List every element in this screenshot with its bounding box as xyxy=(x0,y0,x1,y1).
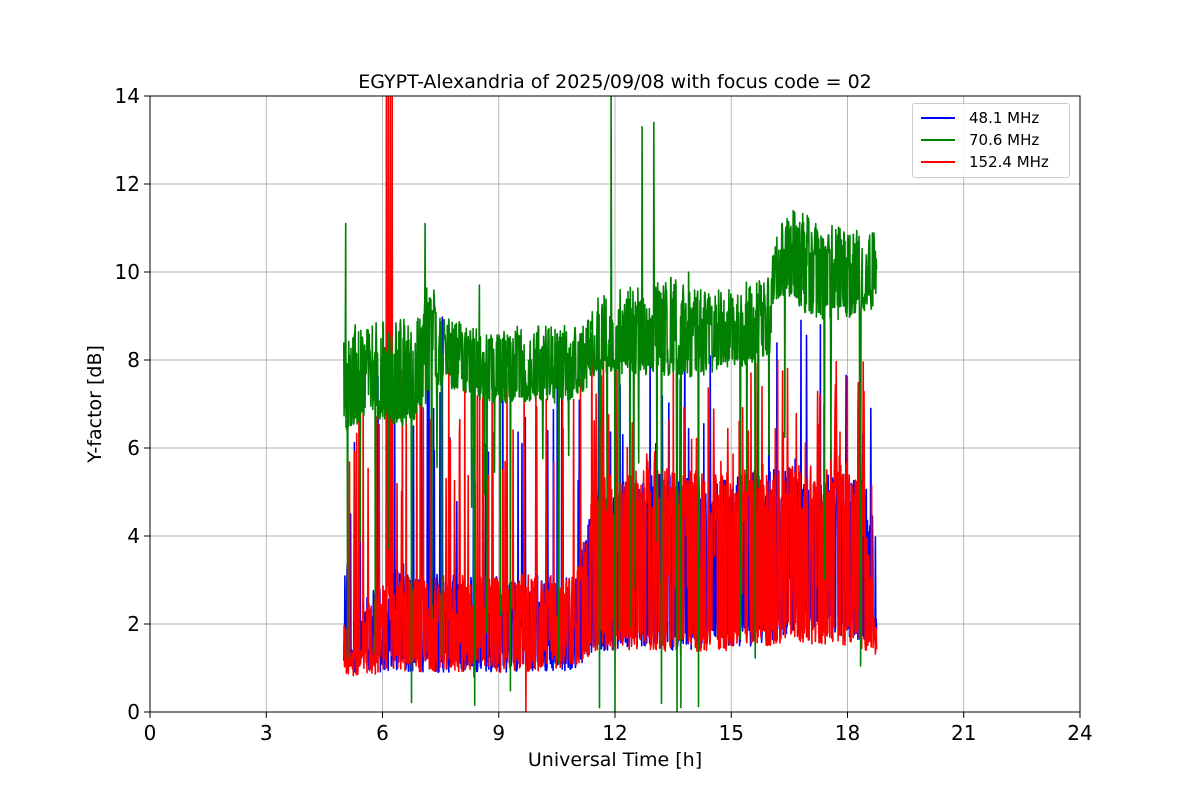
y-tick-label: 10 xyxy=(115,260,140,284)
legend-swatch-green xyxy=(921,139,955,141)
y-axis: 0 2 4 6 8 10 12 14 xyxy=(115,84,150,724)
series-line xyxy=(343,96,878,712)
y-axis-label: Y-factor [dB] xyxy=(84,345,106,464)
y-tick-label: 12 xyxy=(115,172,140,196)
legend-label: 48.1 MHz xyxy=(969,109,1040,127)
legend-item-48-1-mhz: 48.1 MHz xyxy=(921,107,1061,129)
y-tick-label: 2 xyxy=(127,612,140,636)
legend: 48.1 MHz 70.6 MHz 152.4 MHz xyxy=(912,103,1070,178)
x-axis: 0 3 6 9 12 15 18 21 24 xyxy=(144,712,1093,745)
y-tick-label: 8 xyxy=(127,348,140,372)
series-layer xyxy=(343,96,878,712)
legend-swatch-red xyxy=(921,161,955,163)
y-tick-label: 6 xyxy=(127,436,140,460)
x-tick-label: 0 xyxy=(144,721,157,745)
legend-item-70-6-mhz: 70.6 MHz xyxy=(921,129,1061,151)
series-line xyxy=(343,96,878,712)
x-tick-label: 3 xyxy=(260,721,273,745)
chart-title: EGYPT-Alexandria of 2025/09/08 with focu… xyxy=(358,71,872,93)
x-tick-label: 6 xyxy=(376,721,389,745)
x-tick-label: 12 xyxy=(602,721,627,745)
series-152-4-mhz xyxy=(343,96,878,712)
x-tick-label: 21 xyxy=(951,721,976,745)
legend-label: 152.4 MHz xyxy=(969,153,1049,171)
y-tick-label: 4 xyxy=(127,524,140,548)
legend-label: 70.6 MHz xyxy=(969,131,1040,149)
x-tick-label: 24 xyxy=(1067,721,1092,745)
legend-swatch-blue xyxy=(921,117,955,119)
legend-item-152-4-mhz: 152.4 MHz xyxy=(921,151,1061,173)
x-axis-label: Universal Time [h] xyxy=(528,749,702,771)
x-tick-label: 9 xyxy=(492,721,505,745)
x-tick-label: 18 xyxy=(835,721,860,745)
series-70-6-mhz xyxy=(343,96,878,712)
y-tick-label: 0 xyxy=(127,700,140,724)
y-tick-label: 14 xyxy=(115,84,140,108)
x-tick-label: 15 xyxy=(719,721,744,745)
